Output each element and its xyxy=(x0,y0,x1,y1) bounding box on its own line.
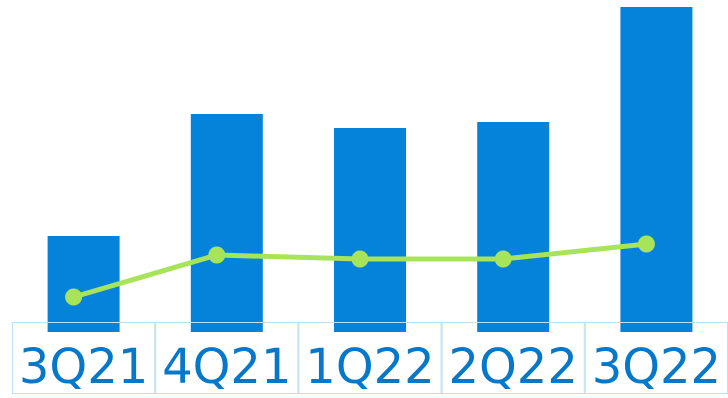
line-series xyxy=(65,235,655,306)
bar-4Q21 xyxy=(190,114,263,332)
x-tick-label: 2Q22 xyxy=(448,339,577,394)
line-point-3Q21 xyxy=(65,288,83,306)
bar-3Q22 xyxy=(620,7,693,332)
x-tick-label: 4Q21 xyxy=(162,339,291,394)
x-tick-label: 3Q21 xyxy=(19,339,148,394)
bar-series xyxy=(47,7,693,332)
x-tick-label: 3Q22 xyxy=(592,339,721,394)
bar-2Q22 xyxy=(477,122,550,332)
x-tick-label: 1Q22 xyxy=(305,339,434,394)
line-point-3Q22 xyxy=(637,235,655,253)
line-point-1Q22 xyxy=(351,250,369,268)
line-point-2Q22 xyxy=(494,250,512,268)
x-axis: 3Q21 4Q21 1Q22 2Q22 3Q22 xyxy=(12,322,728,395)
bar-3Q21 xyxy=(47,236,120,332)
line-point-4Q21 xyxy=(208,246,226,264)
bar-1Q22 xyxy=(334,128,406,332)
